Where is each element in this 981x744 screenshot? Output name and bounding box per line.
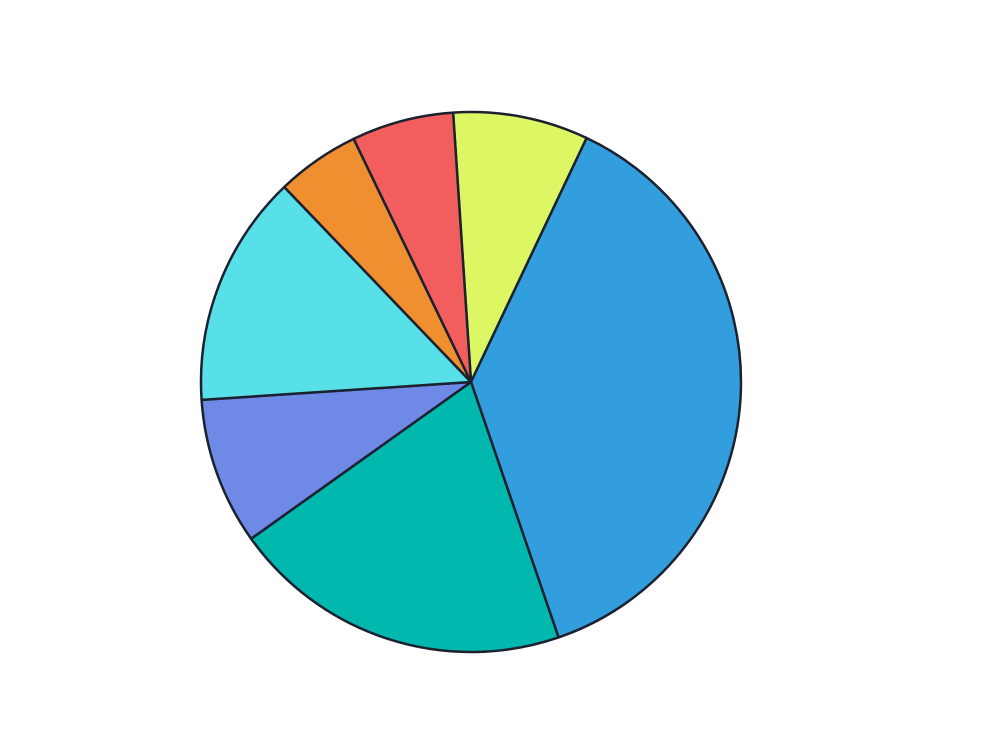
pie-slice — [200, 380, 473, 540]
pie-slice — [199, 185, 473, 402]
pie-slice — [352, 111, 473, 384]
pie-slice — [249, 380, 560, 654]
pie-slice — [469, 136, 743, 639]
pie-slice — [451, 110, 588, 384]
